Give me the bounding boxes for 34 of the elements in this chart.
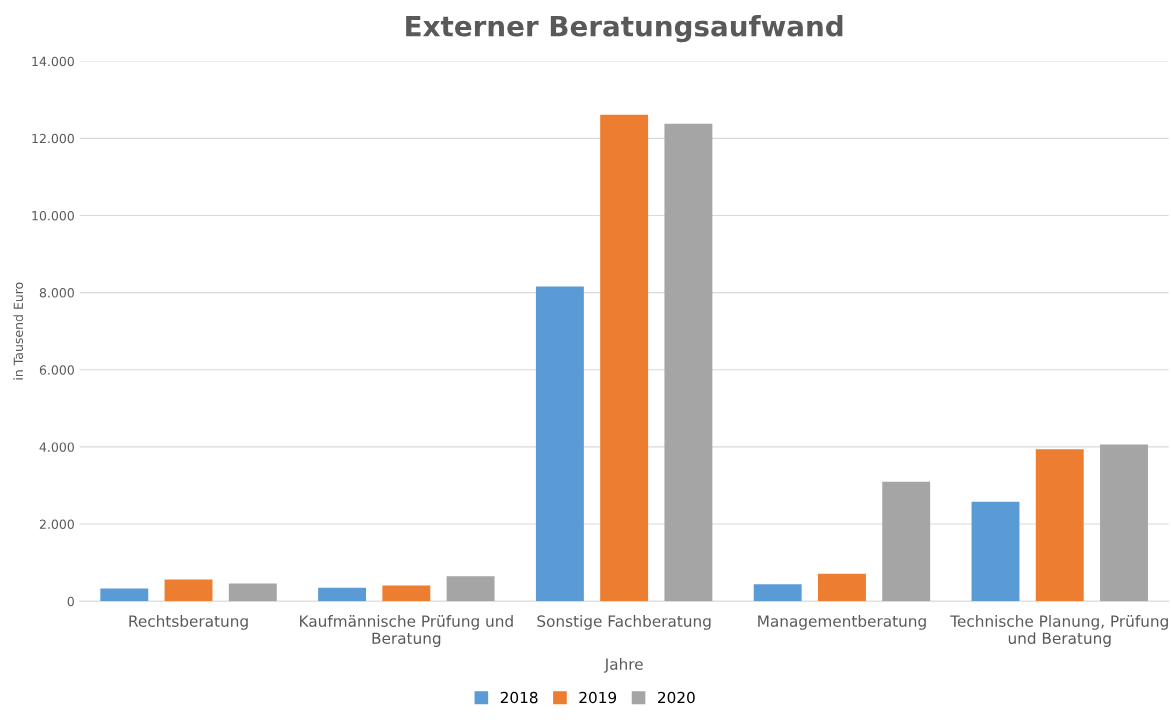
bar (817, 573, 866, 602)
bar (446, 576, 495, 602)
bar (882, 481, 931, 602)
bar (753, 584, 802, 602)
bar (600, 114, 649, 602)
x-tick-label: Technische Planung, Prüfung und Beratung (950, 615, 1168, 647)
bar (318, 587, 367, 602)
y-tick-label: 12.000 (32, 133, 74, 144)
bar (1035, 449, 1084, 602)
bar (164, 579, 213, 602)
x-tick-label: Kaufmännische Prüfung und Beratung (300, 615, 513, 647)
legend-label: 2018 (500, 691, 538, 704)
y-tick-label: 10.000 (32, 210, 74, 221)
bar (100, 588, 149, 602)
x-tick-label: Sonstige Fachberatung (537, 615, 711, 630)
bar (664, 123, 713, 602)
y-tick-label: 8.000 (39, 288, 74, 298)
y-axis-title: in Tausend Euro (13, 282, 24, 380)
y-tick-label: 2.000 (39, 519, 74, 529)
x-axis-title: Jahre (603, 658, 643, 673)
x-tick-label: Managementberatung (758, 615, 926, 630)
chart-title: Externer Beratungsaufwand (406, 15, 843, 43)
legend-label: 2019 (579, 691, 617, 704)
y-tick-label: 14.000 (32, 56, 74, 67)
legend-label: 2020 (658, 691, 695, 704)
x-tick-label: Rechtsberatung (129, 615, 248, 630)
bar (228, 583, 277, 602)
bar (535, 286, 584, 602)
y-tick-label: 0 (67, 596, 74, 607)
y-tick-label: 6.000 (39, 365, 74, 375)
bar (382, 585, 431, 602)
y-tick-label: 4.000 (39, 442, 74, 452)
bar (1100, 444, 1148, 602)
bar (971, 501, 1020, 602)
